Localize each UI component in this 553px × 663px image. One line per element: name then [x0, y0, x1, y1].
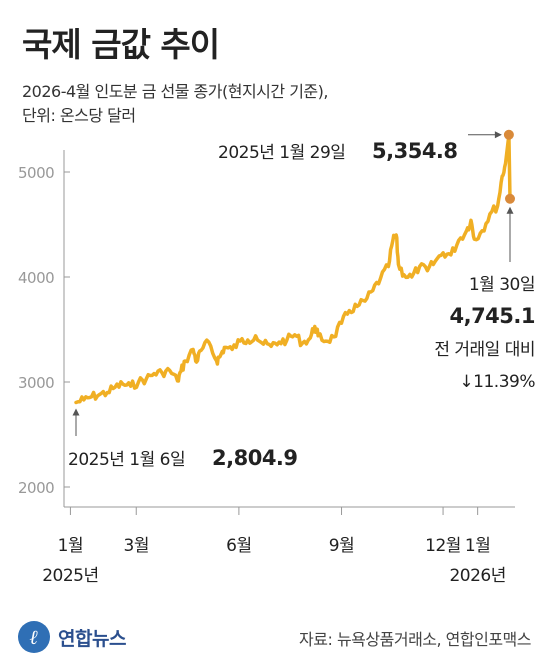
x-tick-label: 1월	[465, 536, 490, 556]
latest-point-marker	[505, 193, 515, 204]
x-tick-label: 3월	[124, 536, 149, 556]
yonhap-logo-text: 연합뉴스	[58, 627, 126, 650]
start-annotation-arrowhead	[72, 408, 80, 416]
y-tick-label: 3000	[18, 374, 54, 392]
start-annotation-date: 2025년 1월 6일	[68, 450, 185, 470]
chart-title: 국제 금값 추이	[22, 25, 220, 64]
y-tick-label: 4000	[18, 269, 54, 287]
yonhap-logo: ℓ 연합뉴스	[18, 620, 126, 654]
latest-annotation-value: 4,745.1	[449, 304, 535, 328]
peak-point-marker	[503, 129, 514, 140]
x-tick-label: 1월	[58, 536, 83, 556]
gold-price-line	[74, 132, 512, 405]
peak-annotation-arrowhead	[494, 131, 502, 139]
start-annotation-value: 2,804.9	[212, 446, 298, 470]
subtitle-line-2: 단위: 온스당 달러	[22, 106, 136, 125]
latest-annotation-change: ↓11.39%	[459, 372, 535, 392]
yonhap-logo-icon: ℓ	[18, 621, 50, 653]
x-year-label: 2025년	[42, 566, 98, 586]
y-tick-label: 5000	[18, 164, 54, 182]
latest-annotation-arrowhead	[506, 206, 514, 214]
footer: ℓ 연합뉴스 자료: 뉴욕상품거래소, 연합인포맥스	[0, 606, 553, 663]
y-tick-label: 2000	[18, 479, 54, 497]
latest-annotation-note: 전 거래일 대비	[434, 340, 535, 360]
x-tick-label: 12월	[425, 536, 461, 556]
chart-subtitle: 2026-4월 인도분 금 선물 종가(현지시간 기준), 단위: 온스당 달러	[22, 80, 328, 128]
source-note: 자료: 뉴욕상품거래소, 연합인포맥스	[299, 630, 531, 649]
x-tick-label: 9월	[329, 536, 354, 556]
x-year-label: 2026년	[449, 566, 505, 586]
peak-annotation-value: 5,354.8	[372, 139, 458, 163]
latest-annotation-date: 1월 30일	[469, 275, 535, 295]
peak-annotation-date: 2025년 1월 29일	[218, 143, 345, 163]
x-tick-label: 6월	[226, 536, 251, 556]
subtitle-line-1: 2026-4월 인도분 금 선물 종가(현지시간 기준),	[22, 82, 328, 101]
